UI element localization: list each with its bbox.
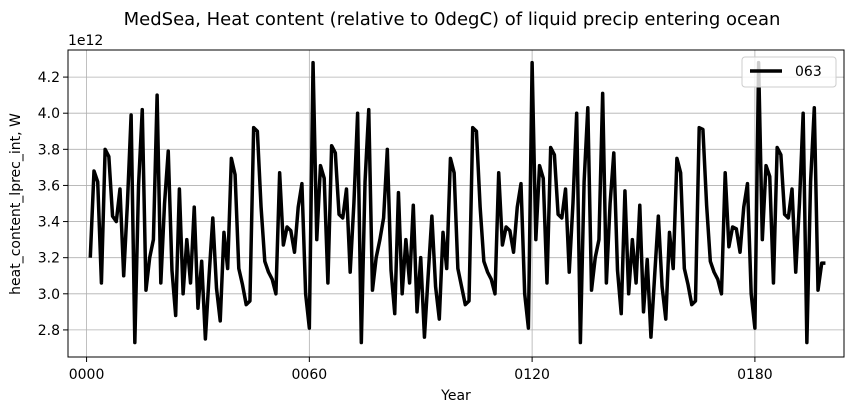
legend-box	[741, 56, 837, 88]
plot-frame	[67, 49, 845, 358]
y-tick-label: 3.8	[38, 142, 60, 158]
chart-title: MedSea, Heat content (relative to 0degC)…	[124, 9, 781, 30]
legend: 063	[741, 56, 837, 88]
y-tick-label: 3.6	[38, 178, 60, 194]
y-tick-label: 3.2	[38, 251, 60, 267]
y-tick-label: 4.2	[38, 70, 60, 86]
y-axis-label: heat_content_lprec_int, W	[8, 113, 24, 295]
x-tick-label: 0060	[292, 367, 328, 383]
series-line-063	[88, 60, 826, 345]
y-axis: 2.8 3.0 3.2 3.4 3.6 3.8 4.0 4.2	[38, 70, 68, 339]
x-tick-label: 0120	[514, 367, 550, 383]
y-tick-label: 2.8	[38, 323, 60, 339]
x-tick-label: 0180	[737, 367, 773, 383]
y-scale-label: 1e12	[68, 33, 103, 49]
y-tick-label: 4.0	[38, 106, 60, 122]
y-tick-label: 3.0	[38, 287, 60, 303]
x-axis: 0000 0060 0120 0180	[69, 357, 773, 383]
x-tick-label: 0000	[69, 367, 105, 383]
legend-entry-063: 063	[795, 64, 822, 80]
y-tick-label: 3.4	[38, 215, 60, 231]
plot-area	[88, 60, 826, 345]
x-axis-label: Year	[440, 388, 471, 404]
